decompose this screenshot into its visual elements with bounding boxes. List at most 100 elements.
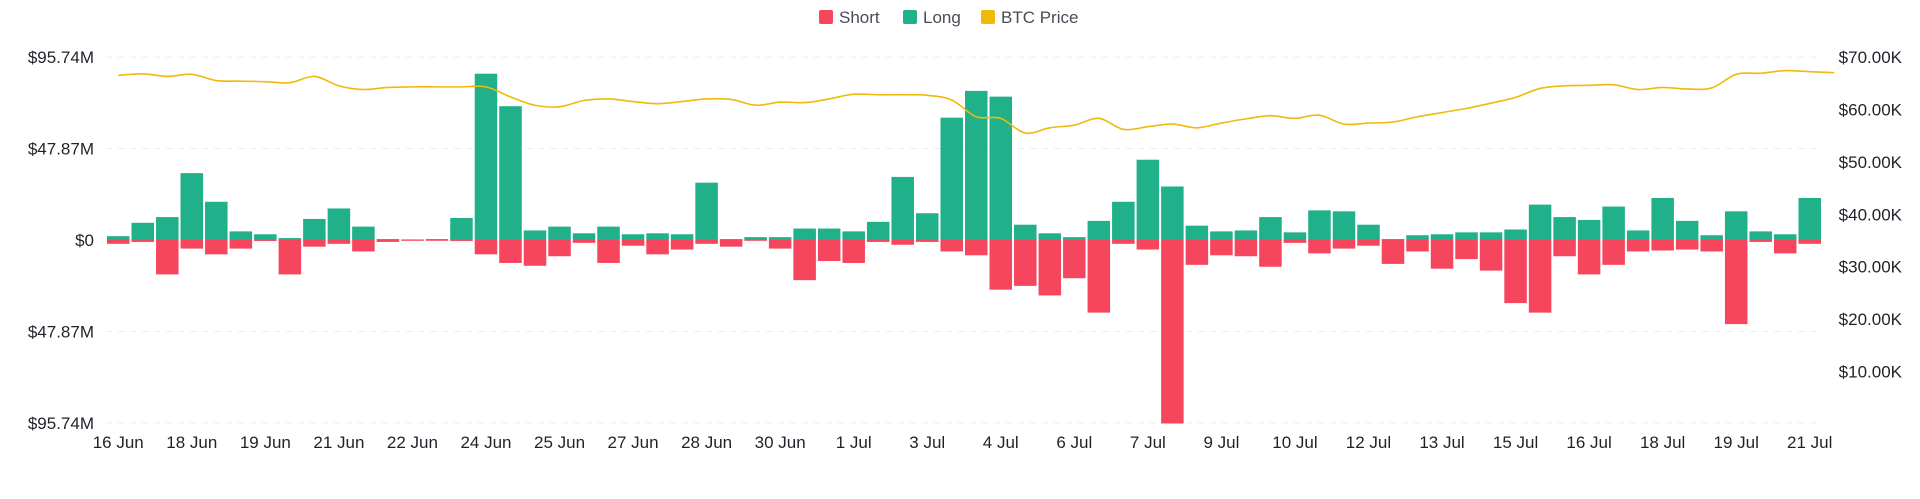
long-bar[interactable] (1430, 234, 1454, 240)
short-bar[interactable] (1675, 240, 1699, 250)
short-bar[interactable] (1112, 240, 1135, 244)
short-bar[interactable] (278, 240, 302, 275)
long-bar[interactable] (278, 238, 302, 240)
short-bar[interactable] (474, 240, 498, 255)
short-bar[interactable] (1185, 240, 1209, 265)
short-bar[interactable] (205, 240, 228, 255)
short-bar[interactable] (572, 240, 596, 243)
long-bar[interactable] (1455, 232, 1478, 240)
short-bar[interactable] (646, 240, 669, 255)
long-bar[interactable] (523, 230, 547, 240)
long-bar[interactable] (1724, 211, 1748, 240)
short-bar[interactable] (107, 240, 130, 244)
short-bar[interactable] (156, 240, 179, 275)
long-bar[interactable] (1749, 231, 1772, 240)
legend-item-long[interactable]: Long (903, 8, 961, 27)
long-bar[interactable] (793, 228, 816, 240)
short-bar[interactable] (523, 240, 547, 266)
long-bar[interactable] (1259, 217, 1282, 240)
long-bar[interactable] (1700, 235, 1723, 240)
long-bar[interactable] (1185, 225, 1209, 240)
short-bar[interactable] (229, 240, 253, 249)
short-bar[interactable] (352, 240, 375, 252)
long-bar[interactable] (1406, 235, 1429, 240)
short-bar[interactable] (1381, 240, 1405, 264)
long-bar[interactable] (719, 239, 743, 240)
short-bar[interactable] (915, 240, 939, 242)
short-bar[interactable] (1528, 240, 1552, 313)
short-bar[interactable] (1553, 240, 1576, 257)
long-bar[interactable] (1626, 230, 1650, 240)
short-bar[interactable] (1455, 240, 1478, 260)
long-bar[interactable] (1577, 219, 1601, 240)
short-bar[interactable] (1332, 240, 1356, 249)
short-bar[interactable] (1210, 240, 1233, 256)
short-bar[interactable] (1357, 240, 1380, 246)
short-bar[interactable] (940, 240, 963, 252)
long-bar[interactable] (131, 222, 155, 240)
short-bar[interactable] (1773, 240, 1797, 254)
long-bar[interactable] (940, 117, 963, 240)
short-bar[interactable] (1602, 240, 1625, 265)
long-bar[interactable] (646, 233, 669, 240)
short-bar[interactable] (1259, 240, 1282, 267)
long-bar[interactable] (572, 233, 596, 240)
long-bar[interactable] (401, 239, 424, 241)
short-bar[interactable] (1234, 240, 1258, 257)
long-bar[interactable] (474, 73, 498, 240)
legend-item-short[interactable]: Short (819, 8, 880, 27)
long-bar[interactable] (1161, 186, 1184, 240)
short-bar[interactable] (425, 240, 449, 241)
long-bar[interactable] (1651, 197, 1674, 240)
short-bar[interactable] (965, 240, 988, 256)
short-bar[interactable] (499, 240, 522, 263)
short-bar[interactable] (719, 240, 743, 247)
short-bar[interactable] (450, 240, 473, 241)
long-bar[interactable] (1553, 217, 1576, 240)
long-bar[interactable] (670, 234, 694, 240)
short-bar[interactable] (401, 240, 424, 241)
short-bar[interactable] (1161, 240, 1184, 424)
long-bar[interactable] (229, 231, 253, 240)
long-bar[interactable] (1038, 233, 1062, 240)
short-bar[interactable] (1308, 240, 1331, 254)
long-bar[interactable] (425, 239, 449, 240)
long-bar[interactable] (817, 228, 841, 240)
short-bar[interactable] (621, 240, 645, 246)
long-bar[interactable] (1504, 229, 1527, 240)
short-bar[interactable] (1504, 240, 1527, 304)
long-bar[interactable] (450, 218, 473, 240)
short-bar[interactable] (1038, 240, 1062, 296)
long-bar[interactable] (352, 226, 375, 240)
short-bar[interactable] (1014, 240, 1037, 286)
long-bar[interactable] (891, 176, 914, 240)
short-bar[interactable] (1749, 240, 1772, 242)
long-bar[interactable] (1798, 197, 1821, 240)
long-bar[interactable] (1528, 204, 1552, 240)
long-bar[interactable] (1210, 231, 1233, 240)
legend-item-btc-price[interactable]: BTC Price (981, 8, 1078, 27)
long-bar[interactable] (156, 217, 179, 240)
short-bar[interactable] (131, 240, 155, 242)
short-bar[interactable] (891, 240, 914, 245)
long-bar[interactable] (1087, 220, 1111, 240)
short-bar[interactable] (744, 240, 767, 241)
long-bar[interactable] (621, 234, 645, 240)
short-bar[interactable] (327, 240, 351, 244)
short-bar[interactable] (1430, 240, 1454, 269)
short-bar[interactable] (866, 240, 890, 242)
long-bar[interactable] (1014, 224, 1037, 240)
long-bar[interactable] (842, 231, 865, 240)
long-bar[interactable] (376, 239, 400, 240)
long-bar[interactable] (744, 237, 767, 240)
long-bar[interactable] (1675, 220, 1699, 240)
short-bar[interactable] (1063, 240, 1086, 279)
long-bar[interactable] (866, 221, 890, 240)
short-bar[interactable] (254, 240, 277, 241)
short-bar[interactable] (1479, 240, 1503, 271)
short-bar[interactable] (670, 240, 694, 250)
long-bar[interactable] (180, 173, 204, 240)
short-bar[interactable] (768, 240, 792, 249)
long-bar[interactable] (303, 218, 326, 240)
short-bar[interactable] (303, 240, 326, 247)
